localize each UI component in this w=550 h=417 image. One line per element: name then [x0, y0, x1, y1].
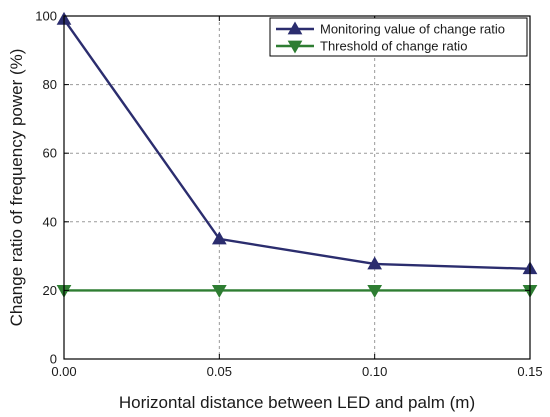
y-tick-label: 80: [43, 77, 57, 92]
legend-box: [269, 17, 528, 57]
legend: Monitoring value of change ratio Threshol…: [269, 17, 528, 57]
legend-entry: Monitoring value of change ratio: [276, 21, 505, 37]
x-tick-label: 0.15: [517, 364, 542, 379]
y-tick-label: 0: [50, 352, 57, 367]
y-tick-label: 60: [43, 146, 57, 161]
legend-marker: [287, 40, 303, 54]
y-tick-label: 100: [35, 9, 57, 24]
x-tick-label: 0.10: [362, 364, 387, 379]
y-tick-label: 20: [43, 283, 57, 298]
data-point: [367, 256, 383, 270]
legend-label: Threshold of change ratio: [320, 39, 467, 54]
axis-ticks: 0.00 0.05 0.10 0.15 0 20 40 60 80 100: [35, 9, 542, 380]
x-axis-title: Horizontal distance between LED and palm…: [119, 393, 475, 412]
data-point: [211, 285, 227, 298]
data-point: [367, 285, 383, 298]
series-line: [63, 18, 531, 270]
y-axis-title: Change ratio of frequency power (%): [7, 49, 26, 327]
legend-label: Monitoring value of change ratio: [320, 22, 505, 37]
legend-marker: [287, 21, 303, 35]
x-tick-label: 0.05: [207, 364, 232, 379]
data-point: [211, 231, 227, 245]
plot-frame: [63, 15, 531, 360]
y-tick-label: 40: [43, 214, 57, 229]
x-tick-label: 0.00: [51, 364, 76, 379]
plot-background: [64, 16, 530, 359]
legend-entry: Threshold of change ratio: [276, 39, 467, 54]
